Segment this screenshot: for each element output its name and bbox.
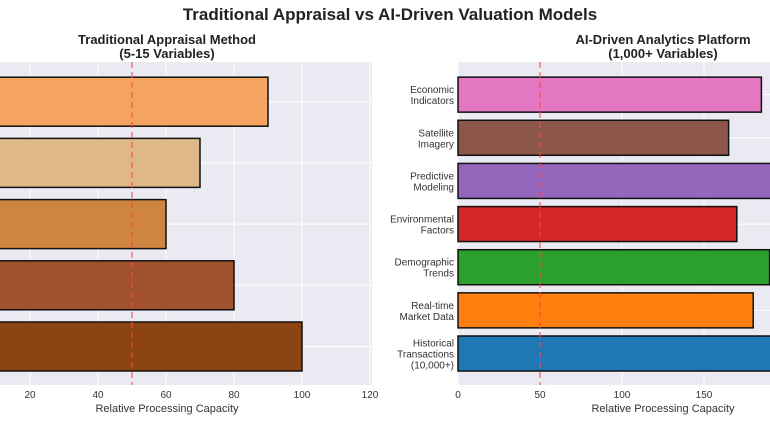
bar (0, 321, 303, 372)
x-tick-label: 40 (92, 390, 104, 401)
category-label: Environmental Factors (390, 215, 454, 237)
category-label-line: Satellite (418, 128, 454, 139)
panel-title-line: Traditional Appraisal Method (78, 32, 256, 47)
category-label-line: Transactions (397, 350, 454, 361)
x-tick-label: 0 (455, 390, 461, 401)
panel-1: 20 40 60 80 100 120 Relative Processing Capaci… (0, 32, 379, 415)
category-label-line: Modeling (413, 182, 454, 193)
category-label: Real-time Market Data (400, 301, 455, 323)
bar (457, 248, 770, 286)
bar (0, 137, 201, 189)
x-tick-label: 100 (614, 390, 631, 401)
category-label-line: Imagery (418, 139, 454, 150)
x-tick-label: 20 (24, 390, 36, 401)
bar (457, 162, 770, 200)
x-axis-label: Relative Processing Capacity (95, 403, 239, 415)
panel-title-line: AI-Driven Analytics Platform (575, 32, 750, 47)
category-label-line: Environmental (390, 215, 454, 226)
x-tick-label: 80 (228, 390, 240, 401)
panel-title-line: (5-15 Variables) (119, 46, 214, 61)
category-label: Satellite Imagery (418, 128, 455, 150)
panel-title: AI-Driven Analytics Platform (1,000+ Vari… (575, 32, 750, 61)
figure-title: Traditional Appraisal vs AI-Driven Valua… (183, 5, 597, 24)
x-tick-label: 120 (362, 390, 379, 401)
category-label: Demographic Trends (395, 258, 454, 280)
panel-2: Historical Transactions (10,000+) Real-time… (390, 32, 770, 415)
x-tick-label: 60 (160, 390, 172, 401)
bar (0, 260, 235, 311)
category-label: Predictive Modeling (410, 171, 454, 193)
bar (457, 335, 770, 372)
x-tick-label: 150 (696, 390, 713, 401)
category-label-line: Real-time (411, 301, 454, 312)
category-label-line: Factors (421, 226, 454, 237)
panel-title-line: (1,000+ Variables) (608, 46, 718, 61)
x-axis-label: Relative Processing Capacity (591, 403, 735, 415)
bar (0, 198, 167, 250)
bar (457, 76, 763, 113)
panel-title: Traditional Appraisal Method (5-15 Variab… (78, 32, 256, 61)
x-tick-label: 50 (534, 390, 546, 401)
bar (457, 292, 754, 329)
category-label-line: Indicators (411, 96, 454, 107)
bar (0, 76, 269, 127)
category-label-line: Predictive (410, 171, 454, 182)
bar (457, 119, 730, 157)
category-label-line: Trends (423, 269, 454, 280)
category-label-line: Demographic (395, 258, 454, 269)
category-label-line: Historical (413, 339, 454, 350)
x-tick-label: 100 (294, 390, 311, 401)
category-label: Economic Indicators (410, 85, 454, 107)
category-label-line: Market Data (400, 312, 455, 323)
bar (457, 205, 738, 243)
category-label-line: (10,000+) (411, 361, 454, 372)
category-label-line: Economic (410, 85, 454, 96)
category-label: Historical Transactions (10,000+) (397, 339, 454, 372)
